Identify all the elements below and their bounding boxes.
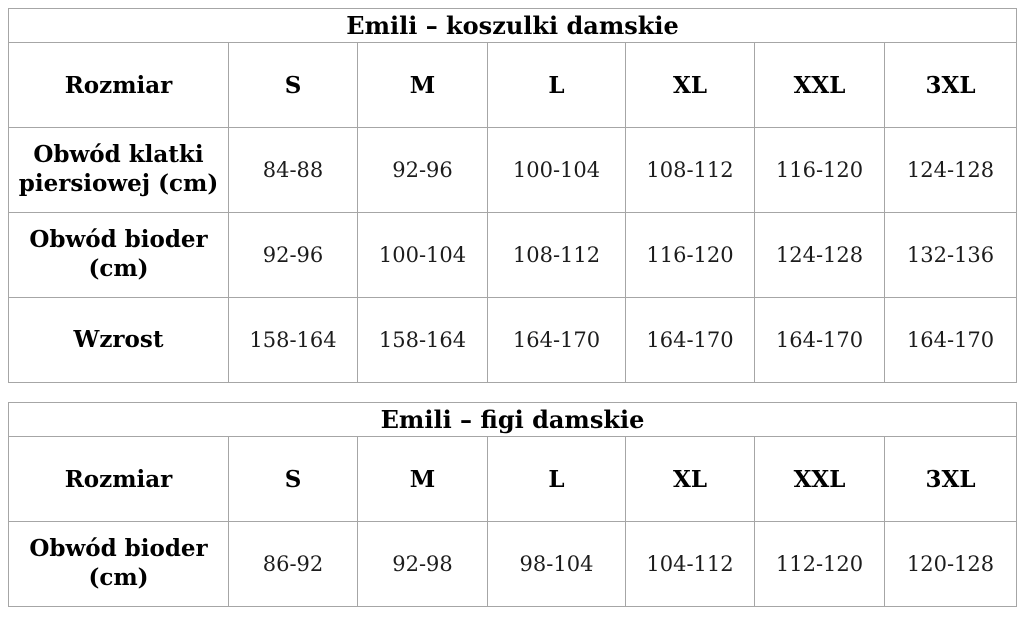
size-cell: 124-128 <box>754 212 885 298</box>
row-label-hips: Obwód bioder (cm) <box>8 521 229 607</box>
size-cell: 84-88 <box>228 127 358 213</box>
size-cell: 92-96 <box>357 127 488 213</box>
row-label-hips: Obwód bioder (cm) <box>8 212 229 298</box>
size-table-figi-damskie: Emili – figi damskie Rozmiar S M L XL XX… <box>8 402 1017 607</box>
col-header-rozmiar: Rozmiar <box>8 436 229 522</box>
size-cell: 92-98 <box>357 521 488 607</box>
size-cell: 104-112 <box>625 521 755 607</box>
row-label-height: Wzrost <box>8 297 229 383</box>
table-header-row: Rozmiar S M L XL XXL 3XL <box>8 436 1017 522</box>
col-header-3xl: 3XL <box>884 436 1017 522</box>
table-row-hips: Obwód bioder (cm) 92-96 100-104 108-112 … <box>8 212 1018 298</box>
size-cell: 92-96 <box>228 212 358 298</box>
size-cell: 108-112 <box>487 212 626 298</box>
size-cell: 116-120 <box>625 212 755 298</box>
table-title: Emili – figi damskie <box>8 402 1017 437</box>
size-table-koszulki-damskie: Emili – koszulki damskie Rozmiar S M L X… <box>7 8 1018 383</box>
size-charts-page: Emili – koszulki damskie Rozmiar S M L X… <box>7 8 1018 607</box>
col-header-xxl: XXL <box>754 436 885 522</box>
row-label-chest: Obwód klatki piersiowej (cm) <box>8 127 229 213</box>
size-cell: 116-120 <box>754 127 885 213</box>
size-cell: 164-170 <box>487 297 626 383</box>
size-cell: 112-120 <box>754 521 885 607</box>
table-title-row: Emili – koszulki damskie <box>7 8 1018 43</box>
table-row-hips: Obwód bioder (cm) 86-92 92-98 98-104 104… <box>8 521 1017 607</box>
col-header-m: M <box>357 436 488 522</box>
size-cell: 158-164 <box>228 297 358 383</box>
size-cell: 164-170 <box>625 297 755 383</box>
col-header-xl: XL <box>625 42 755 128</box>
size-cell: 158-164 <box>357 297 488 383</box>
size-cell: 120-128 <box>884 521 1017 607</box>
table-row-chest: Obwód klatki piersiowej (cm) 84-88 92-96… <box>8 127 1018 213</box>
table-title-row: Emili – figi damskie <box>8 402 1017 437</box>
col-header-3xl: 3XL <box>883 42 1018 128</box>
col-header-m: M <box>357 42 488 128</box>
size-cell: 132-136 <box>883 212 1018 298</box>
table-title: Emili – koszulki damskie <box>7 8 1018 43</box>
col-header-s: S <box>228 436 358 522</box>
col-header-rozmiar: Rozmiar <box>8 42 229 128</box>
size-cell: 100-104 <box>487 127 626 213</box>
col-header-xxl: XXL <box>754 42 885 128</box>
col-header-s: S <box>228 42 358 128</box>
col-header-l: L <box>487 42 626 128</box>
col-header-l: L <box>487 436 626 522</box>
size-cell: 108-112 <box>625 127 755 213</box>
table-header-row: Rozmiar S M L XL XXL 3XL <box>8 42 1018 128</box>
size-cell: 164-170 <box>883 297 1018 383</box>
size-cell: 86-92 <box>228 521 358 607</box>
col-header-xl: XL <box>625 436 755 522</box>
size-cell: 98-104 <box>487 521 626 607</box>
size-cell: 164-170 <box>754 297 885 383</box>
size-cell: 100-104 <box>357 212 488 298</box>
table-row-height: Wzrost 158-164 158-164 164-170 164-170 1… <box>8 297 1018 383</box>
size-cell: 124-128 <box>883 127 1018 213</box>
